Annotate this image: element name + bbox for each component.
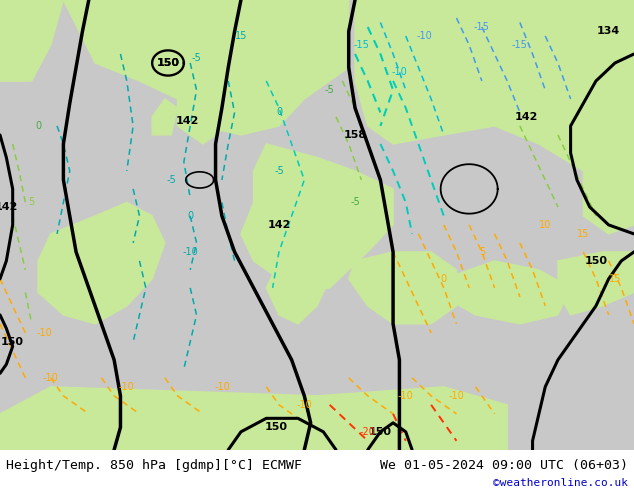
Text: -15: -15 bbox=[474, 22, 490, 32]
Text: -5: -5 bbox=[191, 53, 202, 64]
Text: 15: 15 bbox=[235, 31, 247, 41]
Polygon shape bbox=[241, 144, 393, 293]
Text: 150: 150 bbox=[157, 58, 179, 68]
Text: 0: 0 bbox=[35, 121, 41, 131]
Text: 0: 0 bbox=[441, 274, 447, 284]
Text: Height/Temp. 850 hPa [gdmp][°C] ECMWF: Height/Temp. 850 hPa [gdmp][°C] ECMWF bbox=[6, 459, 302, 471]
Text: 150: 150 bbox=[157, 58, 179, 68]
Text: 150: 150 bbox=[264, 422, 287, 432]
Text: 158: 158 bbox=[344, 130, 366, 140]
Text: ©weatheronline.co.uk: ©weatheronline.co.uk bbox=[493, 478, 628, 488]
Text: 10: 10 bbox=[539, 220, 552, 230]
Text: -5: -5 bbox=[350, 197, 360, 207]
Text: -10: -10 bbox=[214, 382, 230, 392]
Text: 0: 0 bbox=[187, 211, 193, 221]
Text: 142: 142 bbox=[515, 112, 538, 122]
Text: We 01-05-2024 09:00 UTC (06+03): We 01-05-2024 09:00 UTC (06+03) bbox=[380, 459, 628, 471]
Text: 5: 5 bbox=[29, 197, 35, 207]
Text: 142: 142 bbox=[176, 117, 198, 126]
Text: 5: 5 bbox=[479, 247, 485, 257]
Text: 0: 0 bbox=[276, 107, 282, 118]
Text: 150: 150 bbox=[1, 337, 24, 347]
Text: -15: -15 bbox=[512, 40, 528, 50]
Polygon shape bbox=[63, 0, 349, 135]
Text: 142: 142 bbox=[268, 220, 290, 230]
Text: -10: -10 bbox=[297, 400, 312, 410]
Polygon shape bbox=[178, 81, 228, 144]
Text: -5: -5 bbox=[166, 175, 176, 185]
Text: 15: 15 bbox=[609, 274, 621, 284]
Text: -10: -10 bbox=[119, 382, 134, 392]
Polygon shape bbox=[0, 0, 63, 81]
Text: -10: -10 bbox=[449, 391, 464, 401]
Text: -10: -10 bbox=[392, 67, 407, 77]
Text: -5: -5 bbox=[325, 85, 335, 95]
Text: 150: 150 bbox=[369, 427, 392, 437]
Polygon shape bbox=[152, 99, 178, 135]
Polygon shape bbox=[355, 0, 634, 171]
Polygon shape bbox=[38, 202, 165, 324]
Text: 142: 142 bbox=[0, 202, 18, 212]
Polygon shape bbox=[0, 0, 38, 81]
Text: -10: -10 bbox=[37, 328, 52, 338]
Polygon shape bbox=[444, 261, 571, 324]
Polygon shape bbox=[558, 252, 634, 315]
Polygon shape bbox=[0, 387, 507, 450]
Polygon shape bbox=[349, 252, 456, 324]
Text: -10: -10 bbox=[398, 391, 413, 401]
Text: 134: 134 bbox=[597, 26, 620, 36]
Polygon shape bbox=[583, 171, 634, 234]
Text: -20: -20 bbox=[359, 427, 376, 437]
Text: 15: 15 bbox=[577, 229, 590, 239]
Text: 150: 150 bbox=[585, 256, 607, 266]
Text: -10: -10 bbox=[43, 373, 58, 383]
Text: -5: -5 bbox=[274, 166, 284, 176]
Polygon shape bbox=[266, 247, 330, 324]
Text: -15: -15 bbox=[353, 40, 370, 50]
Text: -10: -10 bbox=[417, 31, 432, 41]
Text: -10: -10 bbox=[183, 247, 198, 257]
